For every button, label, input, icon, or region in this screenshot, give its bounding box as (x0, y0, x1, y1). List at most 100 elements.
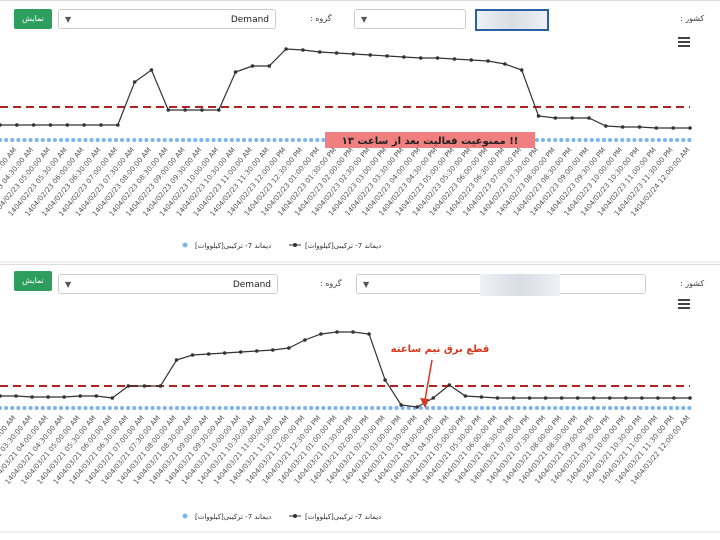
point (672, 396, 676, 400)
point (94, 394, 99, 398)
group-label: گروه : (320, 279, 342, 288)
point (48, 123, 53, 127)
point (351, 330, 355, 334)
annotation: ممنوعیت فعالیت بعد از ساعت ۱۳ !! (342, 136, 519, 147)
point (15, 123, 19, 127)
point (495, 396, 500, 400)
point (317, 50, 322, 54)
point (688, 396, 692, 400)
annotation: قطع برق نیم ساعته (391, 344, 490, 355)
point (383, 378, 387, 382)
point (254, 349, 259, 353)
point (110, 396, 115, 400)
point (463, 394, 468, 398)
point (142, 384, 147, 388)
point (415, 405, 420, 409)
point (671, 126, 675, 130)
legend-symbol (182, 242, 188, 248)
type-select[interactable]: ▼ Demand (58, 9, 276, 29)
point (78, 394, 83, 398)
legend-label: دیماند 7- ترکیبی[کیلووات] (305, 242, 381, 250)
point (543, 396, 548, 400)
point (479, 395, 484, 399)
point (536, 114, 541, 118)
point (250, 64, 255, 68)
point (149, 68, 154, 72)
arrow-head (420, 398, 429, 408)
legend-label: دیماند 7- ترکیبی[کیلووات] (195, 513, 271, 521)
point (284, 47, 288, 51)
point (607, 396, 612, 400)
toolbar: نمایش ▼ Demand گروه : ▼ کشور : (0, 264, 720, 299)
type-select[interactable]: ▼ Demand (58, 274, 278, 294)
point (431, 396, 436, 400)
point (654, 126, 659, 130)
point (206, 352, 211, 356)
point (62, 395, 66, 399)
point (620, 125, 625, 129)
legend-symbol (293, 514, 297, 518)
point (200, 108, 204, 112)
show-button[interactable]: نمایش (14, 9, 52, 29)
point (31, 123, 36, 127)
point (402, 55, 406, 59)
point (447, 383, 452, 387)
point (267, 64, 272, 68)
point (527, 396, 532, 400)
country-input[interactable] (480, 274, 560, 296)
point (132, 80, 137, 84)
point (486, 59, 490, 63)
point (303, 338, 307, 342)
group-select[interactable]: ▼ (354, 9, 466, 29)
point (604, 124, 608, 128)
point (0, 394, 2, 398)
point (30, 395, 34, 399)
select-value: Demand (230, 15, 269, 25)
point (559, 396, 564, 400)
point (511, 396, 516, 400)
point (335, 330, 339, 334)
point (435, 56, 440, 60)
point (587, 116, 591, 120)
point (190, 353, 195, 357)
point (222, 351, 227, 355)
series-line (0, 48, 690, 129)
legend-label: دیماند 7- ترکیبی[کیلووات] (195, 242, 271, 250)
point (301, 48, 305, 52)
toolbar: نمایش ▼ Demand گروه : ▼ کشور : (0, 0, 720, 35)
select-value: Demand (232, 280, 271, 290)
annotation-arrow (424, 359, 433, 401)
point (519, 68, 524, 72)
menu-icon[interactable] (678, 299, 690, 309)
country-label: کشور : (680, 279, 705, 288)
point (656, 396, 660, 400)
point (126, 384, 131, 388)
point (553, 116, 558, 120)
point (270, 348, 275, 352)
point (640, 396, 644, 400)
dropdown-arrow: ▼ (361, 15, 368, 24)
group-label: گروه : (310, 14, 332, 23)
point (216, 108, 221, 112)
dropdown-arrow: ▼ (363, 280, 370, 289)
show-button[interactable]: نمایش (14, 271, 52, 291)
point (688, 126, 692, 130)
menu-icon[interactable] (678, 37, 690, 47)
point (399, 403, 403, 407)
country-input[interactable] (475, 9, 549, 31)
point (233, 70, 238, 74)
point (334, 51, 339, 55)
point (116, 123, 120, 127)
country-label: کشور : (680, 14, 705, 23)
point (637, 125, 642, 129)
legend-symbol (182, 513, 188, 519)
point (418, 56, 423, 60)
point (624, 396, 628, 400)
point (591, 396, 596, 400)
point (46, 395, 50, 399)
point (99, 123, 103, 127)
dropdown-arrow: ▼ (65, 15, 72, 24)
point (367, 332, 371, 336)
